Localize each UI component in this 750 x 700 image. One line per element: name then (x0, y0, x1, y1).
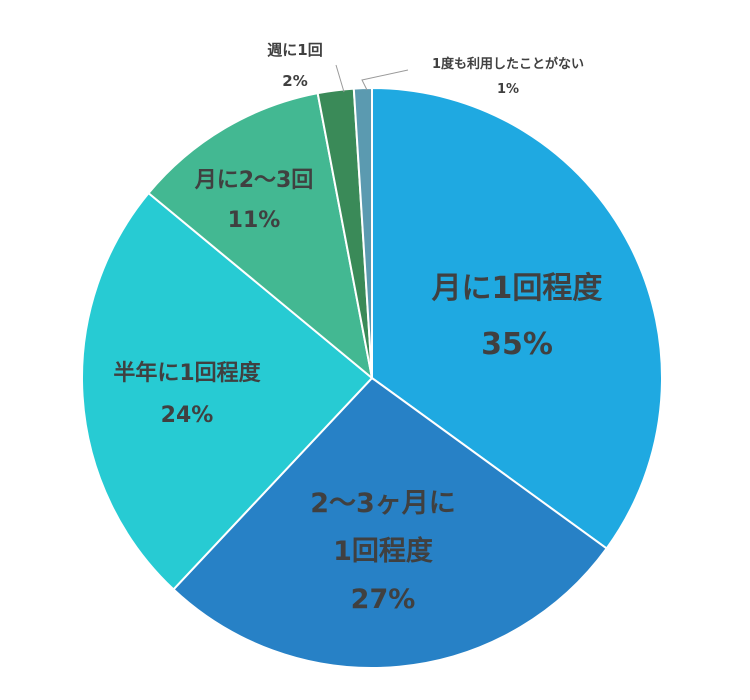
slice-percent-label-6: 1% (497, 82, 519, 97)
leader-line-6 (361, 69, 409, 91)
slice-name-label-1: 月に1回程度 (432, 271, 603, 306)
slice-percent-label-5: 2% (282, 72, 307, 90)
slice-percent-label-4: 11% (228, 208, 281, 233)
slice-percent-label-1: 35% (481, 327, 553, 362)
slice-name-label-6: 1度も利用したことがない (432, 56, 584, 72)
slice-labels: 月に1回程度 35% 2〜3ヶ月に 1回程度 27% 半年に1回程度 24% 月に2〜3回 11… (113, 41, 602, 615)
slice-name-label-2-line-2: 1回程度 (333, 535, 433, 567)
slice-percent-label-2: 27% (351, 584, 416, 615)
leader-lines (335, 64, 409, 93)
slice-percent-label-3: 24% (161, 403, 214, 428)
pie-slice-6 (352, 86, 373, 379)
pie-slice-2 (172, 376, 609, 669)
slice-name-label-2-line-1: 2〜3ヶ月に (310, 488, 456, 519)
slice-name-label-4: 月に2〜3回 (194, 168, 314, 193)
slice-name-label-3: 半年に1回程度 (113, 360, 261, 386)
pie-slice-4 (147, 91, 374, 381)
pie-slice-1 (371, 86, 663, 550)
pie-slices (81, 86, 663, 669)
slice-name-label-5: 週に1回 (267, 41, 322, 59)
pie-slice-3 (81, 191, 374, 591)
leader-line-5 (335, 64, 345, 93)
